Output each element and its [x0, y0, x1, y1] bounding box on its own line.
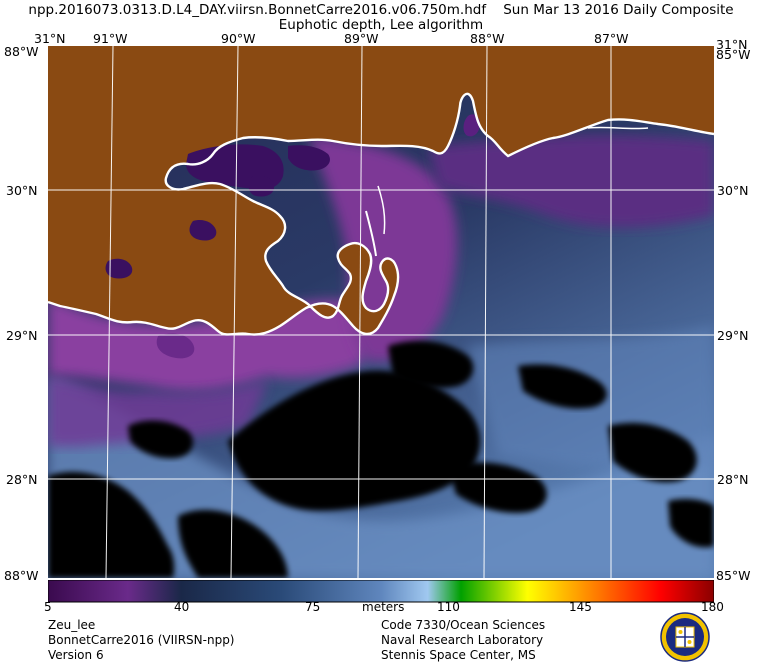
org-location: Stennis Space Center, MS	[381, 648, 536, 662]
colorbar-tick-110: 110	[437, 600, 460, 614]
lat-label-30n-left: 30°N	[6, 183, 38, 198]
corner-label-right-top: 85°W	[716, 47, 751, 62]
corner-label-top-left: 31°N	[34, 31, 66, 46]
nrl-seal-icon	[660, 612, 710, 662]
dataset-name: BonnetCarre2016 (VIIRSN-npp)	[48, 633, 235, 647]
coastline	[48, 92, 714, 336]
lat-label-29n-right: 29°N	[717, 328, 749, 343]
colorbar-tick-145: 145	[569, 600, 592, 614]
colorbar	[48, 580, 714, 603]
lon-label-91w: 91°W	[93, 31, 128, 46]
colorbar-unit: meters	[362, 600, 405, 614]
lake-borgne	[288, 145, 330, 171]
lat-label-28n-left: 28°N	[6, 472, 38, 487]
corner-label-top-right: 31°N	[716, 37, 748, 52]
corner-label-bottom-right: 85°W	[716, 568, 751, 583]
colorbar-tick-40: 40	[174, 600, 190, 614]
satellite-map	[48, 46, 714, 578]
colorbar-tick-75: 75	[305, 600, 321, 614]
lat-label-29n-left: 29°N	[6, 328, 38, 343]
lon-label-88w: 88°W	[470, 31, 505, 46]
org-name: Naval Research Laboratory	[381, 633, 544, 647]
lat-label-30n-right: 30°N	[717, 183, 749, 198]
lat-label-28n-right: 28°N	[717, 472, 749, 487]
land	[48, 46, 714, 335]
product-name: Zeu_lee	[48, 618, 96, 632]
colorbar-tick-5: 5	[44, 600, 52, 614]
lon-label-87w: 87°W	[594, 31, 629, 46]
graticule	[48, 46, 714, 578]
version-label: Version 6	[48, 648, 104, 662]
cloud-mask	[48, 340, 714, 578]
colorbar-tick-180: 180	[701, 600, 724, 614]
corner-label-bottom-left: 88°W	[4, 568, 39, 583]
product-title: Euphotic depth, Lee algorithm	[278, 17, 484, 33]
org-code: Code 7330/Ocean Sciences	[381, 618, 546, 632]
lon-label-90w: 90°W	[221, 31, 256, 46]
lon-label-89w: 89°W	[344, 31, 379, 46]
file-title: npp.2016073.0313.D.L4_DAY.viirsn.BonnetC…	[28, 2, 734, 18]
corner-label-left-top: 88°W	[4, 44, 39, 59]
